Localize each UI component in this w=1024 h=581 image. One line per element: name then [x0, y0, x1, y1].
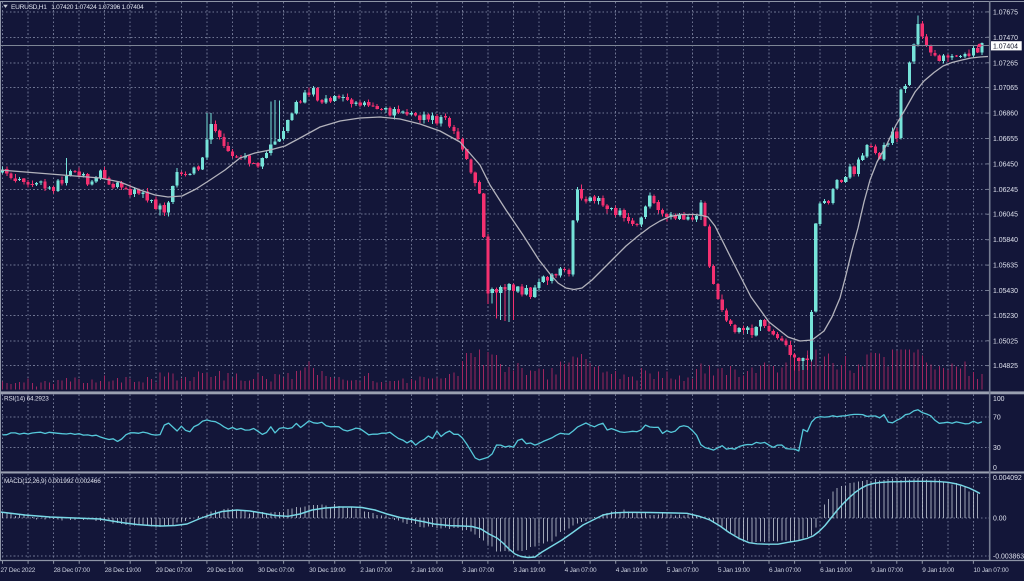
svg-text:29 Dec 19:00: 29 Dec 19:00 — [207, 567, 244, 574]
svg-text:1.07470: 1.07470 — [993, 35, 1018, 42]
svg-text:2 Jan 07:00: 2 Jan 07:00 — [360, 567, 392, 574]
svg-text:4 Jan 07:00: 4 Jan 07:00 — [565, 567, 597, 574]
svg-text:MACD(12,26,9) 0.001992 0.00246: MACD(12,26,9) 0.001992 0.002466 — [4, 478, 101, 485]
svg-text:28 Dec 19:00: 28 Dec 19:00 — [105, 567, 142, 574]
svg-text:1.07065: 1.07065 — [993, 85, 1018, 92]
svg-text:RSI(14) 64.2923: RSI(14) 64.2923 — [4, 396, 49, 403]
svg-text:-0.003863: -0.003863 — [993, 554, 1024, 561]
svg-text:0.00: 0.00 — [993, 516, 1007, 523]
svg-text:1.07265: 1.07265 — [993, 60, 1018, 67]
svg-text:EURUSD,H1 1.07420 1.07424 1.: EURUSD,H1 1.07420 1.07424 1.07396 1.0740… — [11, 4, 144, 11]
svg-text:1.05025: 1.05025 — [993, 338, 1018, 345]
svg-text:1.06245: 1.06245 — [993, 187, 1018, 194]
svg-text:28 Dec 07:00: 28 Dec 07:00 — [54, 567, 91, 574]
svg-text:3 Jan 19:00: 3 Jan 19:00 — [514, 567, 546, 574]
svg-text:10 Jan 07:00: 10 Jan 07:00 — [973, 567, 1009, 574]
svg-text:1.04825: 1.04825 — [993, 363, 1018, 370]
svg-text:1.06655: 1.06655 — [993, 136, 1018, 143]
svg-text:9 Jan 19:00: 9 Jan 19:00 — [922, 567, 954, 574]
svg-text:6 Jan 19:00: 6 Jan 19:00 — [820, 567, 852, 574]
svg-text:29 Dec 07:00: 29 Dec 07:00 — [156, 567, 193, 574]
svg-text:0.004092: 0.004092 — [993, 475, 1022, 482]
svg-text:6 Jan 07:00: 6 Jan 07:00 — [769, 567, 801, 574]
svg-text:30 Dec 07:00: 30 Dec 07:00 — [258, 567, 295, 574]
svg-text:100: 100 — [993, 396, 1005, 403]
svg-text:4 Jan 19:00: 4 Jan 19:00 — [616, 567, 648, 574]
svg-text:1.05430: 1.05430 — [993, 288, 1018, 295]
svg-text:2 Jan 19:00: 2 Jan 19:00 — [411, 567, 443, 574]
svg-text:1.06450: 1.06450 — [993, 161, 1018, 168]
svg-text:30 Dec 19:00: 30 Dec 19:00 — [309, 567, 346, 574]
svg-text:30: 30 — [993, 445, 1001, 452]
svg-text:70: 70 — [993, 415, 1001, 422]
svg-text:1.07675: 1.07675 — [993, 9, 1018, 16]
svg-text:1.07404: 1.07404 — [993, 43, 1018, 50]
svg-text:1.06045: 1.06045 — [993, 212, 1018, 219]
svg-text:9 Jan 07:00: 9 Jan 07:00 — [871, 567, 903, 574]
svg-text:0: 0 — [993, 465, 997, 472]
svg-text:5 Jan 19:00: 5 Jan 19:00 — [718, 567, 750, 574]
svg-text:1.06860: 1.06860 — [993, 111, 1018, 118]
svg-text:1.05840: 1.05840 — [993, 237, 1018, 244]
svg-text:27 Dec 2022: 27 Dec 2022 — [1, 567, 36, 574]
svg-text:3 Jan 07:00: 3 Jan 07:00 — [462, 567, 494, 574]
svg-text:1.05230: 1.05230 — [993, 313, 1018, 320]
svg-text:5 Jan 07:00: 5 Jan 07:00 — [667, 567, 699, 574]
svg-text:1.05635: 1.05635 — [993, 263, 1018, 270]
